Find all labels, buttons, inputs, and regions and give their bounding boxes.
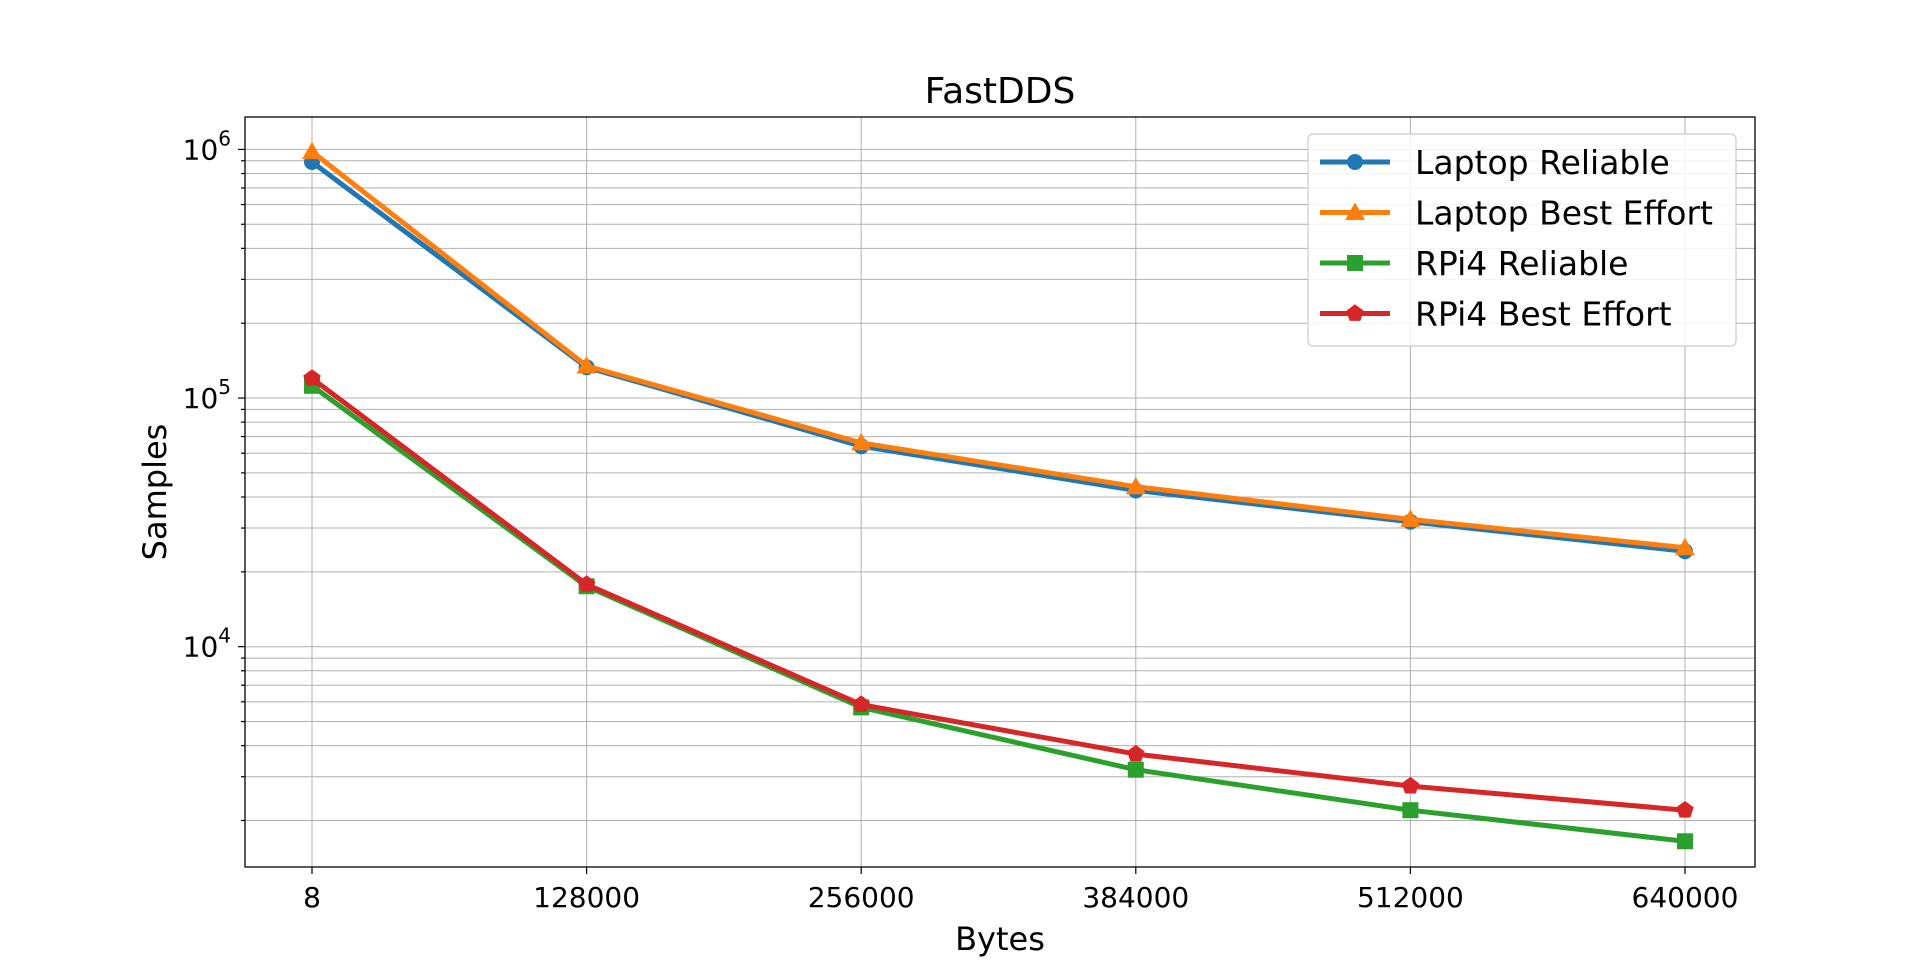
x-tick-label: 512000 bbox=[1357, 881, 1464, 914]
legend-label: RPi4 Reliable bbox=[1415, 244, 1629, 283]
data-point bbox=[1347, 255, 1363, 271]
data-point bbox=[1125, 476, 1146, 495]
x-axis-label: Bytes bbox=[955, 920, 1045, 958]
data-point bbox=[1677, 833, 1693, 850]
data-point bbox=[302, 141, 322, 160]
data-point bbox=[576, 356, 597, 374]
data-point bbox=[1345, 202, 1365, 220]
y-axis-label: Samples bbox=[136, 424, 174, 561]
legend-item: Laptop Best Effort bbox=[1320, 194, 1713, 233]
x-tick-label: 640000 bbox=[1632, 881, 1739, 914]
chart-title: FastDDS bbox=[925, 71, 1076, 112]
legend-item: Laptop Reliable bbox=[1320, 143, 1670, 182]
plot-frame bbox=[244, 116, 1756, 868]
data-point bbox=[1676, 801, 1694, 818]
data-point bbox=[577, 575, 596, 592]
legend-label: Laptop Best Effort bbox=[1415, 194, 1713, 233]
legend-label: RPi4 Best Effort bbox=[1415, 295, 1672, 334]
x-tick-label: 8 bbox=[303, 881, 321, 914]
data-point bbox=[1400, 509, 1421, 527]
data-point bbox=[1402, 802, 1419, 819]
data-point bbox=[303, 369, 321, 386]
series-layer bbox=[302, 141, 1695, 850]
data-point bbox=[1346, 304, 1364, 321]
legend-item: RPi4 Reliable bbox=[1320, 244, 1629, 283]
data-point bbox=[1127, 744, 1145, 762]
x-tick-label: 384000 bbox=[1082, 881, 1189, 914]
series-rpi4-best-effort bbox=[303, 369, 1694, 818]
data-point bbox=[1401, 776, 1420, 794]
x-tick-label: 128000 bbox=[533, 881, 640, 914]
data-point bbox=[1675, 537, 1695, 556]
ticks: 8 128000 256000 384000 512000 640000 104 105 106 bbox=[183, 126, 1739, 914]
legend-label: Laptop Reliable bbox=[1415, 143, 1670, 182]
x-tick-label: 256000 bbox=[808, 881, 915, 914]
data-point bbox=[1347, 154, 1363, 170]
series-line bbox=[310, 149, 1686, 551]
series-line bbox=[310, 376, 1686, 813]
legend-box bbox=[1307, 133, 1737, 347]
y-tick-label: 106 bbox=[183, 126, 231, 166]
y-tick-label: 104 bbox=[183, 624, 231, 664]
data-point bbox=[852, 695, 870, 712]
series-laptop-best-effort bbox=[302, 141, 1695, 556]
data-point bbox=[1127, 761, 1144, 778]
data-point bbox=[851, 432, 872, 451]
y-tick-label: 105 bbox=[183, 375, 231, 415]
legend-item: RPi4 Best Effort bbox=[1320, 295, 1672, 334]
legend: Laptop Reliable Laptop Best Effort RPi4 Re… bbox=[1307, 133, 1737, 347]
